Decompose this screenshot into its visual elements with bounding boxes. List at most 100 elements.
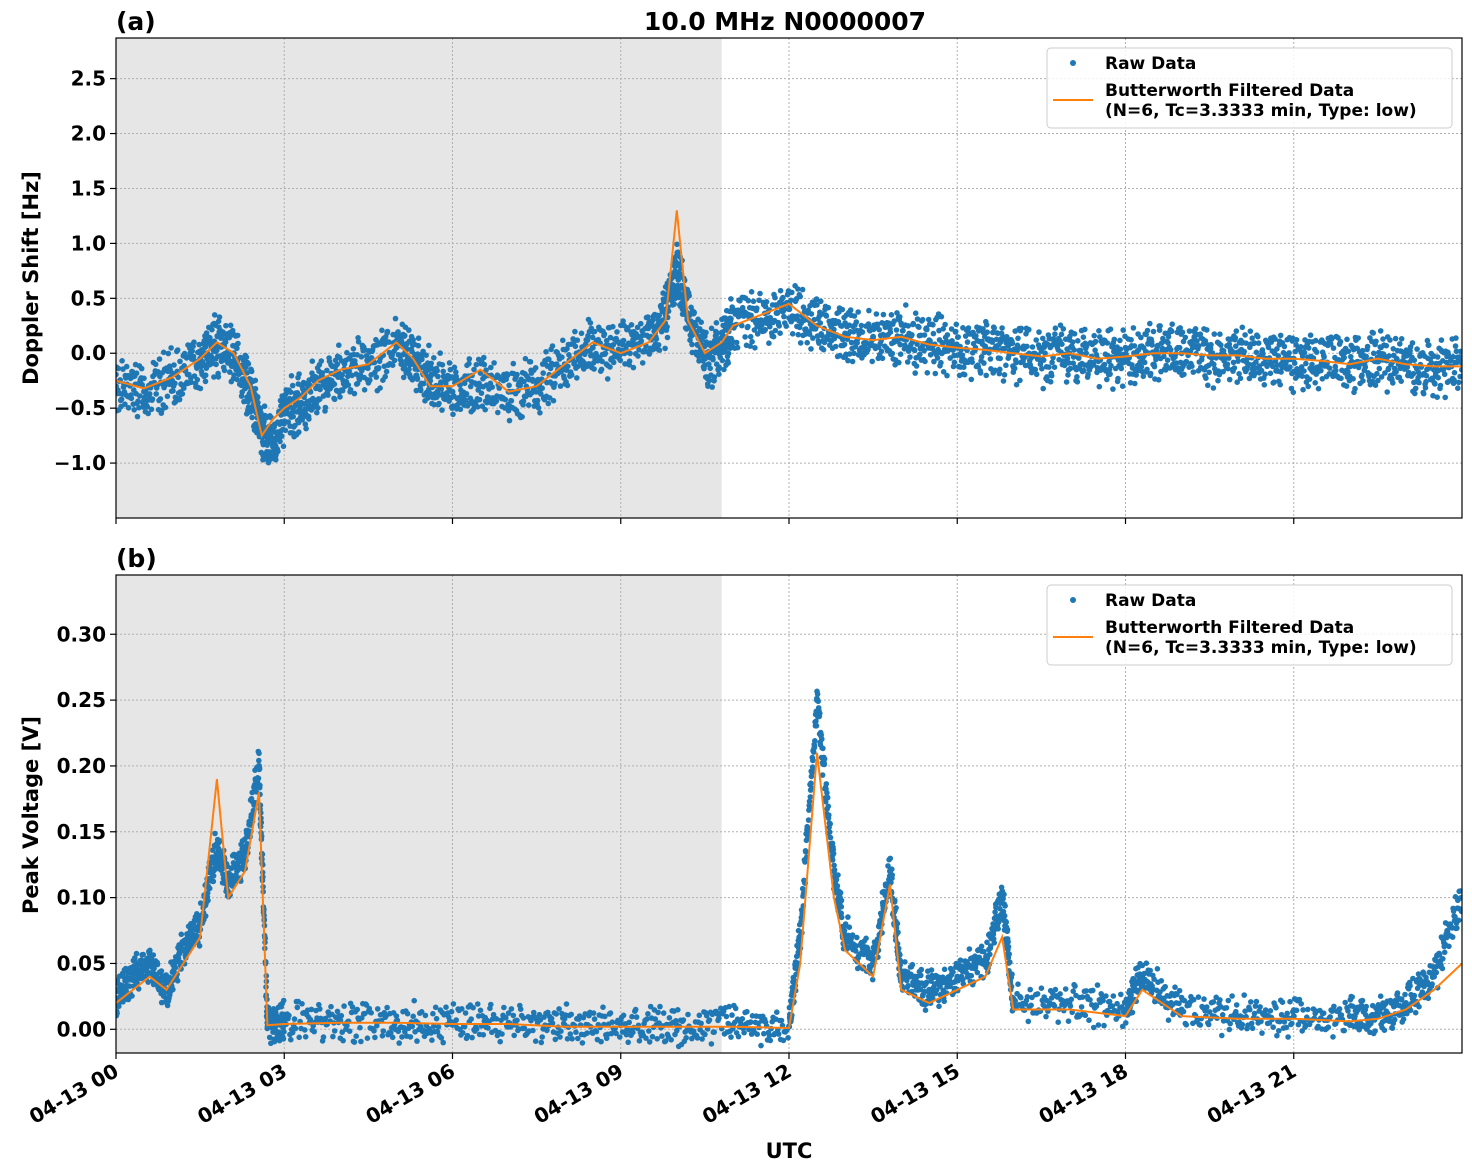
raw-data-point <box>525 402 532 408</box>
raw-data-point <box>1390 380 1396 386</box>
raw-data-point <box>673 262 680 269</box>
raw-data-point <box>534 397 541 404</box>
raw-data-point <box>683 1035 689 1041</box>
raw-data-point <box>564 1036 571 1042</box>
raw-data-point <box>289 382 296 389</box>
raw-data-point <box>1329 335 1335 342</box>
raw-data-point <box>912 370 918 376</box>
raw-data-point <box>870 333 877 340</box>
raw-data-point <box>435 1024 442 1030</box>
raw-data-point <box>131 407 137 413</box>
raw-data-point <box>725 1020 731 1027</box>
raw-data-point <box>280 443 287 450</box>
raw-data-point <box>1018 325 1025 332</box>
raw-data-point <box>241 398 247 405</box>
raw-data-point <box>291 1016 298 1022</box>
raw-data-point <box>420 348 426 355</box>
raw-data-point <box>993 336 1000 343</box>
raw-data-point <box>178 931 185 938</box>
raw-data-point <box>893 327 900 333</box>
raw-data-point <box>318 358 325 364</box>
raw-data-point <box>179 391 186 397</box>
raw-data-point <box>1060 326 1067 332</box>
raw-data-point <box>1225 365 1231 372</box>
raw-data-point <box>443 380 449 387</box>
raw-data-point <box>866 307 872 314</box>
raw-data-point <box>767 314 774 321</box>
raw-data-point <box>865 346 871 353</box>
raw-data-point <box>164 393 171 400</box>
raw-data-point <box>713 320 720 326</box>
raw-data-point <box>610 323 616 330</box>
raw-data-point <box>257 405 264 412</box>
raw-data-point <box>716 364 722 371</box>
raw-data-point <box>1208 341 1214 348</box>
raw-data-point <box>810 757 816 764</box>
raw-data-point <box>728 296 734 302</box>
raw-data-point <box>838 914 845 921</box>
raw-data-point <box>1431 366 1437 373</box>
raw-data-point <box>752 345 758 351</box>
raw-data-point <box>1252 370 1258 376</box>
raw-data-point <box>258 410 264 416</box>
raw-data-point <box>991 325 997 331</box>
raw-data-point <box>819 772 826 778</box>
raw-data-point <box>636 1038 643 1044</box>
raw-data-point <box>1048 372 1055 379</box>
raw-data-point <box>1139 368 1146 375</box>
raw-data-point <box>196 943 203 949</box>
raw-data-point <box>1194 338 1200 344</box>
raw-data-point <box>807 805 813 812</box>
raw-data-point <box>878 348 885 355</box>
raw-data-point <box>795 286 801 292</box>
raw-data-point <box>414 1038 420 1044</box>
raw-data-point <box>654 1036 660 1042</box>
shaded-interval <box>116 575 722 1053</box>
raw-data-point <box>449 388 456 395</box>
raw-data-point <box>1414 346 1420 352</box>
raw-data-point <box>910 320 917 327</box>
raw-data-point <box>1455 385 1461 392</box>
raw-data-point <box>1437 382 1444 389</box>
raw-data-point <box>410 337 417 343</box>
raw-data-point <box>1215 377 1221 384</box>
raw-data-point <box>133 370 140 377</box>
raw-data-point <box>393 1013 400 1019</box>
raw-data-point <box>1128 337 1134 343</box>
raw-data-point <box>805 817 812 823</box>
raw-data-point <box>847 351 853 357</box>
raw-data-point <box>1277 381 1283 388</box>
raw-data-point <box>1350 376 1356 382</box>
raw-data-point <box>1262 371 1268 378</box>
raw-data-point <box>553 1011 560 1017</box>
raw-data-point <box>961 371 968 378</box>
raw-data-point <box>169 377 176 384</box>
raw-data-point <box>547 365 554 372</box>
raw-data-point <box>1092 338 1099 345</box>
raw-data-point <box>1196 343 1202 349</box>
raw-data-point <box>799 885 806 892</box>
raw-data-point <box>1251 340 1258 346</box>
raw-data-point <box>838 897 845 904</box>
raw-data-point <box>359 1015 365 1021</box>
raw-data-point <box>978 354 985 360</box>
raw-data-point <box>537 410 543 416</box>
raw-data-point <box>745 323 751 330</box>
raw-data-point <box>288 1036 294 1043</box>
raw-data-point <box>270 443 276 450</box>
raw-data-point <box>729 304 735 310</box>
raw-data-point <box>1260 350 1266 357</box>
y-tick-label: 1.0 <box>71 231 106 255</box>
raw-data-point <box>728 315 734 322</box>
raw-data-point <box>570 336 576 342</box>
raw-data-point <box>148 406 155 413</box>
raw-data-point <box>889 350 896 357</box>
raw-data-point <box>942 321 948 328</box>
raw-data-point <box>1015 335 1021 342</box>
raw-data-point <box>944 332 951 338</box>
raw-data-point <box>1220 348 1227 354</box>
raw-data-point <box>488 364 494 371</box>
raw-data-point <box>411 997 418 1004</box>
raw-data-point <box>201 337 208 344</box>
raw-data-point <box>1033 371 1040 378</box>
